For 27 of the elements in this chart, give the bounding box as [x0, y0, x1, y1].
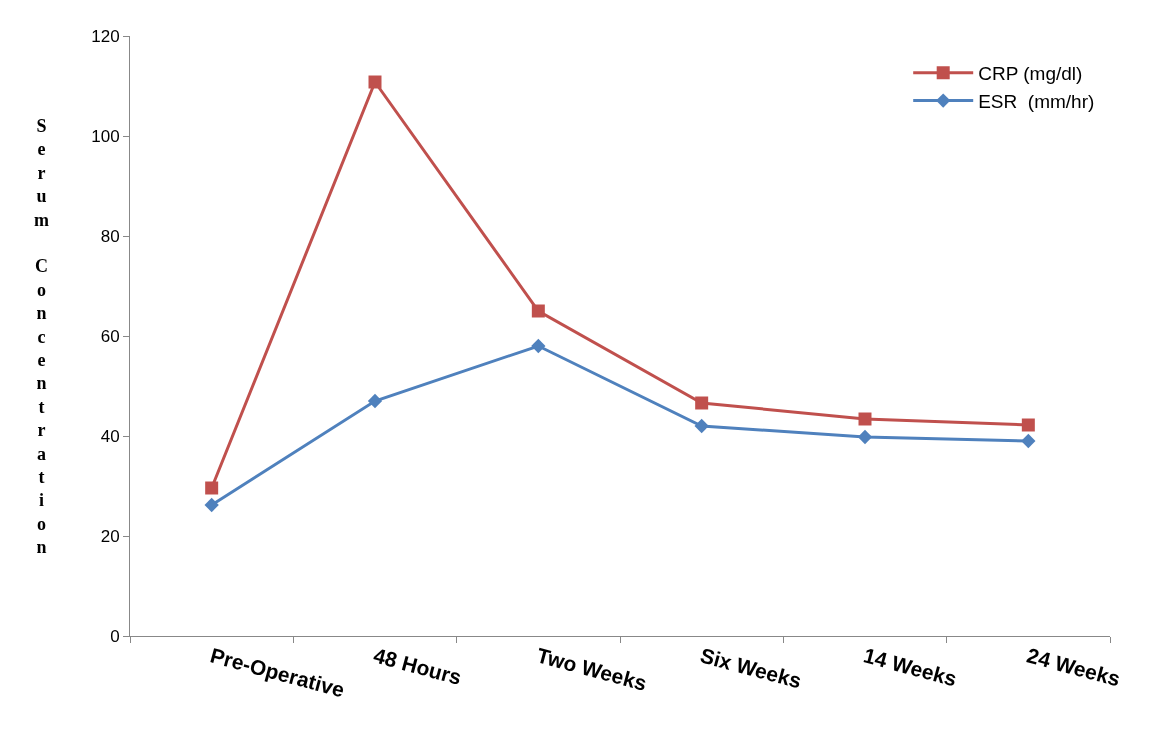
y-tick-label: 80: [100, 226, 120, 246]
y-tick-label: 20: [100, 526, 120, 546]
point: [205, 481, 219, 495]
text: Serum Concentration: [34, 116, 49, 558]
y-tick-label: 60: [100, 326, 120, 346]
x-tick-label: Six Weeks: [697, 643, 804, 693]
x-tick-label: 14 Weeks: [861, 643, 960, 691]
point: [204, 497, 219, 513]
y-tick-label: 0: [110, 626, 120, 646]
point: [531, 304, 545, 318]
point: [367, 393, 383, 409]
point: [368, 75, 382, 89]
y-tick-label: 40: [100, 426, 120, 446]
point: [1021, 433, 1036, 449]
legend-label: CRP (mg/dl): [978, 63, 1083, 85]
y-tick-label: 100: [91, 126, 120, 146]
x-tick-label: 24 Weeks: [1024, 643, 1123, 691]
x-tick-label: 48 Hours: [371, 643, 465, 689]
point: [857, 429, 873, 445]
point: [694, 418, 709, 434]
point: [695, 396, 709, 410]
legend-label: ESR (mm/hr): [978, 90, 1095, 112]
point: [1021, 418, 1035, 432]
x-tick-label: Two Weeks: [534, 643, 650, 695]
point: [531, 338, 546, 354]
y-tick-label: 120: [91, 26, 120, 46]
point: [858, 412, 872, 426]
